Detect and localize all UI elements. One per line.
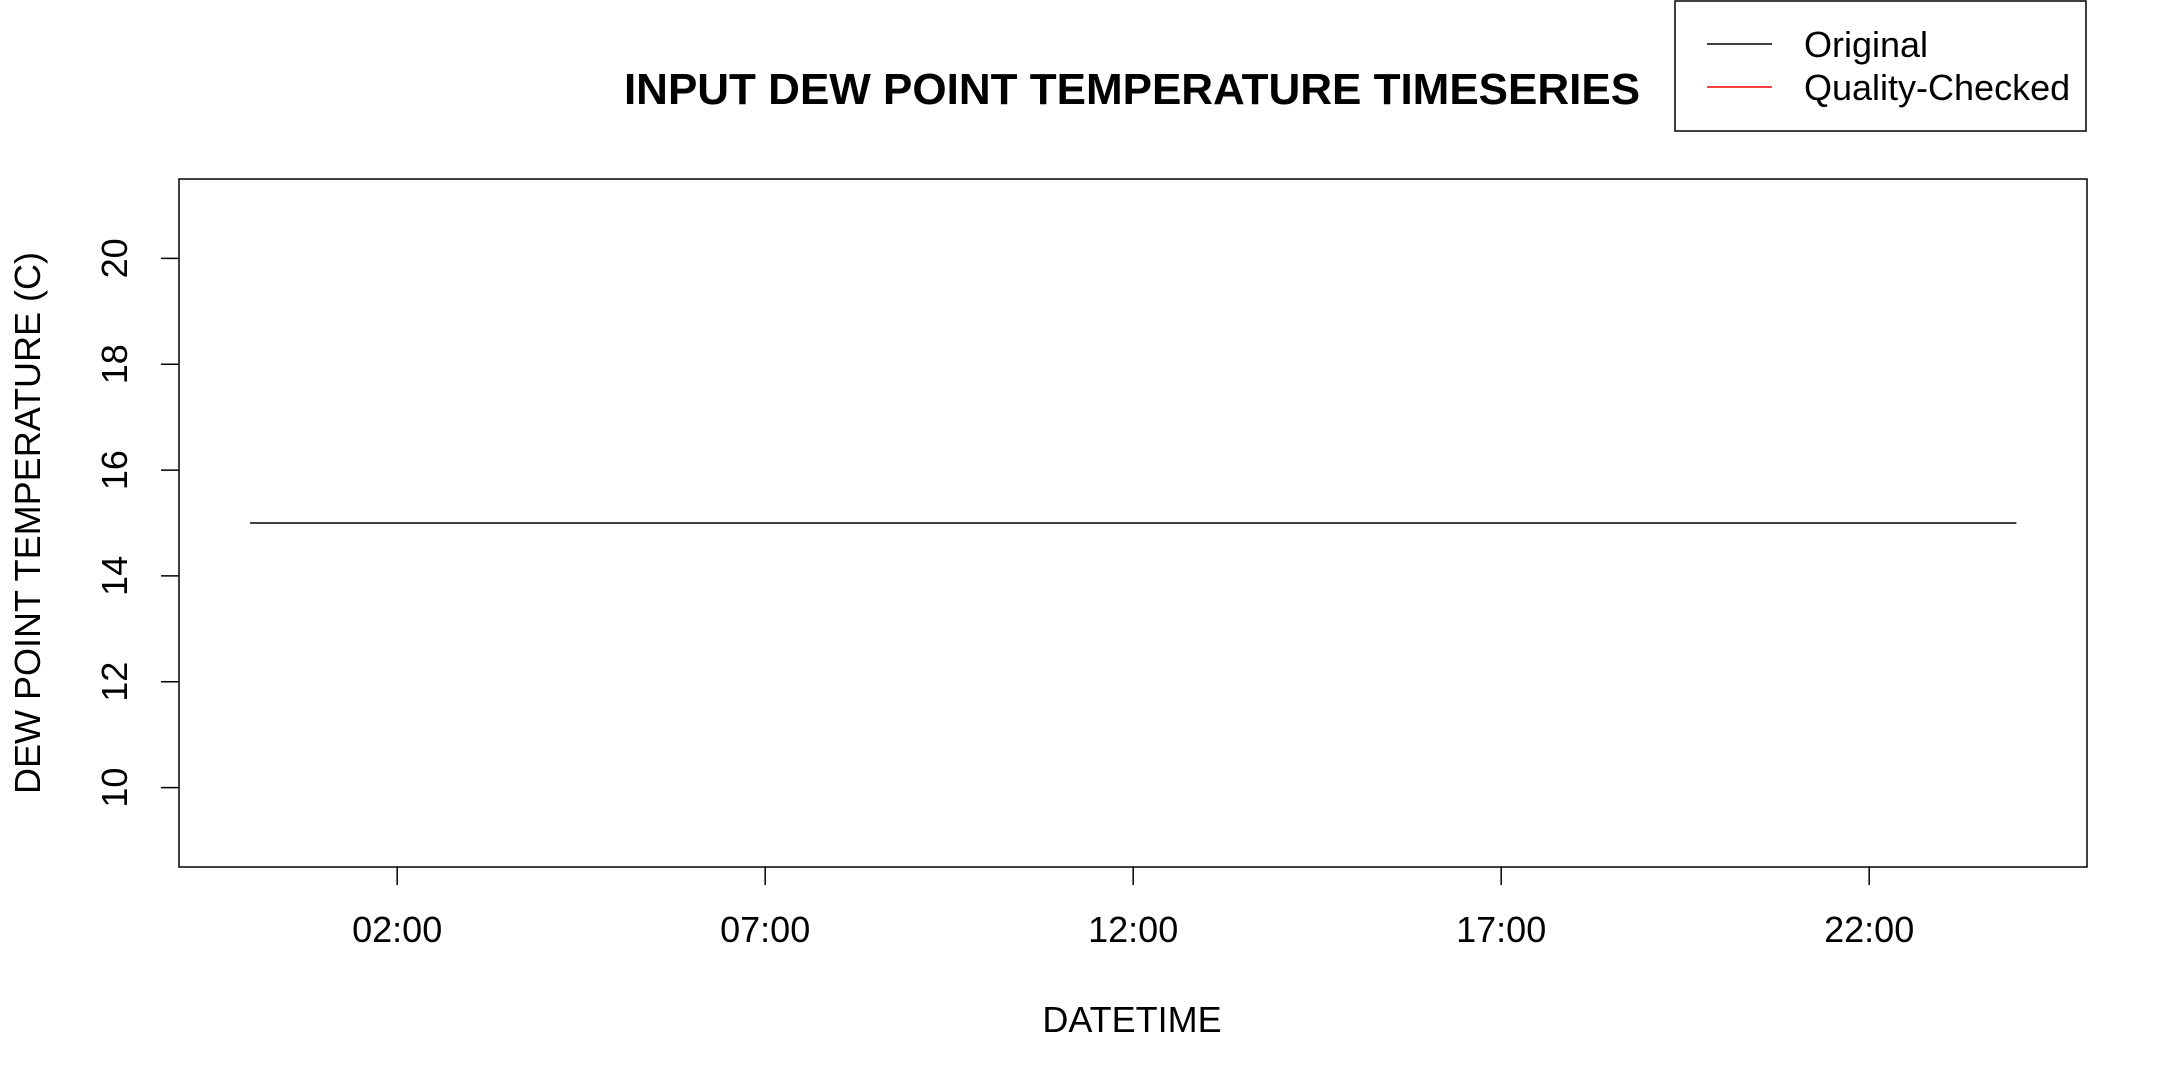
chart-title: INPUT DEW POINT TEMPERATURE TIMESERIES [624,65,1640,114]
legend-label-quality-checked: Quality-Checked [1804,67,2070,108]
x-axis-label: DATETIME [1042,999,1221,1040]
y-tick-label: 20 [94,238,135,278]
y-axis: 10 12 14 16 18 20 [94,238,179,808]
y-tick-label: 16 [94,450,135,490]
x-tick-label: 17:00 [1456,909,1546,950]
y-axis-label: DEW POINT TEMPERATURE (C) [7,252,48,794]
x-axis: 02:00 07:00 12:00 17:00 22:00 [352,867,1914,950]
y-tick-label: 14 [94,556,135,596]
legend-box [1674,0,2087,132]
y-tick-label: 18 [94,344,135,384]
x-tick-label: 02:00 [352,909,442,950]
x-tick-label: 12:00 [1088,909,1178,950]
x-tick-label: 22:00 [1824,909,1914,950]
legend: Original Quality-Checked [1674,0,2087,132]
y-tick-label: 10 [94,768,135,808]
y-tick-label: 12 [94,662,135,702]
x-tick-label: 07:00 [720,909,810,950]
legend-label-original: Original [1804,24,1928,65]
